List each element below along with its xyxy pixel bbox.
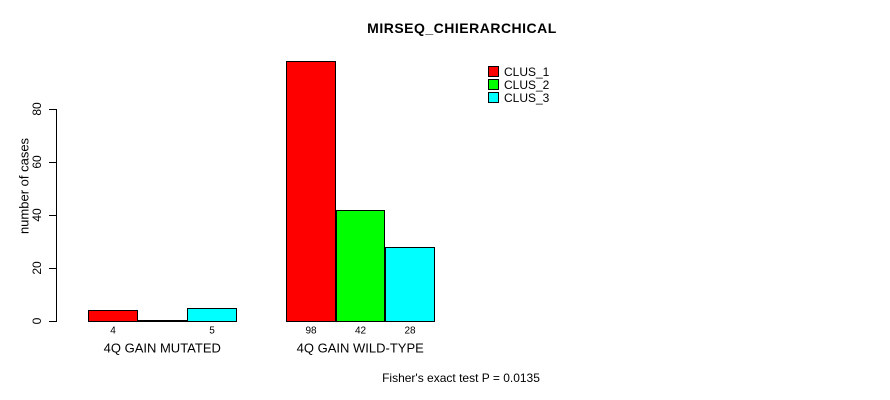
annotation-pvalue: Fisher's exact test P = 0.0135 [382,371,540,385]
y-tick-label: 80 [30,102,44,116]
y-tick [49,268,56,269]
y-tick-label: 0 [30,317,44,325]
bar-value-label: 98 [305,325,317,337]
legend-swatch [488,66,499,77]
y-tick-label: 20 [30,261,44,275]
legend-label: CLUS_1 [504,64,550,79]
y-axis-line [56,109,57,322]
legend-label: CLUS_2 [504,77,550,92]
bar-value-label: 5 [209,325,215,337]
bar-clus_1-group2 [286,61,336,322]
bar-clus_3-group1 [187,308,237,322]
bar-value-label: 28 [404,325,416,337]
bar-clus_3-group2 [385,247,435,322]
y-tick [49,162,56,163]
y-tick [49,215,56,216]
bar-clus_1-group1 [88,310,138,322]
legend-swatch [488,92,499,103]
bar-clus_2-group1-zero [138,320,187,322]
legend-label: CLUS_3 [504,90,550,105]
y-tick [49,321,56,322]
x-category-label: 4Q GAIN WILD-TYPE [296,340,424,356]
chart-title: MIRSEQ_CHIERARCHICAL [367,20,557,36]
bar-value-label: 4 [110,325,116,337]
y-tick [49,109,56,110]
bar-clus_2-group2 [336,210,385,322]
y-tick-label: 40 [30,208,44,222]
bar-value-label: 42 [354,325,367,337]
y-tick-label: 60 [30,155,44,169]
legend-swatch [488,79,499,90]
x-category-label: 4Q GAIN MUTATED [103,340,221,356]
